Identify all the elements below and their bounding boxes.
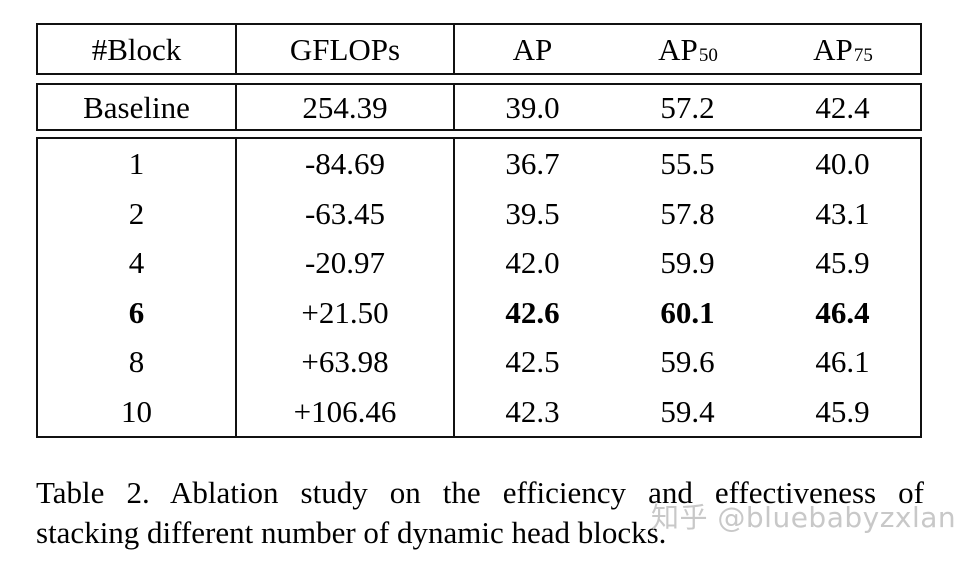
cell-block: 8: [38, 337, 237, 387]
cell-gflops: -20.97: [237, 238, 455, 288]
header-ap: AP: [512, 31, 553, 67]
cell-gflops: -63.45: [237, 188, 455, 238]
cell-ap50: 57.8: [660, 195, 715, 231]
cell-ap75: 46.1: [815, 344, 870, 380]
cell-ap: 36.7: [505, 146, 560, 182]
cell-gflops: +63.98: [237, 337, 455, 387]
header-ap75-base: AP: [813, 31, 853, 67]
cell-block: 10: [38, 386, 237, 436]
header-ap50: AP 50: [658, 31, 718, 67]
cell-block: 6: [38, 287, 237, 337]
cell-ap: 42.5: [505, 344, 560, 380]
cell-ap75: 43.1: [815, 195, 870, 231]
cell-ap: 39.5: [505, 195, 560, 231]
header-ap50-base: AP: [658, 31, 698, 67]
caption-line-2: stacking different number of dynamic hea…: [36, 515, 667, 550]
cell-ap50: 59.6: [660, 344, 715, 380]
caption-line-1: Table 2. Ablation study on the efficienc…: [36, 475, 924, 510]
header-block: #Block: [38, 25, 237, 73]
cell-gflops: +21.50: [237, 287, 455, 337]
cell-ap75: 45.9: [815, 393, 870, 429]
cell-gflops: +106.46: [237, 386, 455, 436]
table-row-baseline: Baseline 254.39 39.0 57.2 42.4: [38, 85, 920, 129]
cell-block: 1: [38, 139, 237, 189]
cell-ap75: 46.4: [815, 294, 870, 330]
table-row: 6 +21.50 42.6 60.1 46.4: [38, 287, 920, 337]
cell-ap50: 55.5: [660, 146, 715, 182]
cell-ap: 42.6: [505, 294, 560, 330]
cell-ap75: 40.0: [815, 146, 870, 182]
cell-block: 2: [38, 188, 237, 238]
header-gflops: GFLOPs: [237, 25, 455, 73]
table-header-row: #Block GFLOPs AP AP 50 AP 75: [38, 25, 920, 73]
cell-ap: 39.0: [505, 89, 560, 125]
cell-ap75: 45.9: [815, 245, 870, 281]
table-header-section: #Block GFLOPs AP AP 50 AP 75: [36, 23, 922, 75]
table-row: 8 +63.98 42.5 59.6 46.1: [38, 337, 920, 387]
table-caption: Table 2. Ablation study on the efficienc…: [36, 473, 924, 553]
cell-gflops: 254.39: [237, 85, 455, 129]
cell-ap50: 59.4: [660, 393, 715, 429]
cell-ap50: 57.2: [660, 89, 715, 125]
baseline-section: Baseline 254.39 39.0 57.2 42.4: [36, 83, 922, 131]
table-row: 4 -20.97 42.0 59.9 45.9: [38, 238, 920, 288]
cell-ap50: 60.1: [660, 294, 715, 330]
header-ap75: AP 75: [813, 31, 873, 67]
cell-ap75: 42.4: [815, 89, 870, 125]
table-row: 2 -63.45 39.5 57.8 43.1: [38, 188, 920, 238]
table-body-section: 1 -84.69 36.7 55.5 40.0 2 -63.45 39.5 57…: [36, 137, 922, 438]
cell-ap: 42.0: [505, 245, 560, 281]
cell-block: Baseline: [38, 85, 237, 129]
ablation-table: #Block GFLOPs AP AP 50 AP 75 Baseline 254.…: [36, 23, 922, 438]
cell-ap: 42.3: [505, 393, 560, 429]
cell-block: 4: [38, 238, 237, 288]
cell-gflops: -84.69: [237, 139, 455, 189]
cell-ap50: 59.9: [660, 245, 715, 281]
table-row: 1 -84.69 36.7 55.5 40.0: [38, 139, 920, 189]
table-row: 10 +106.46 42.3 59.4 45.9: [38, 386, 920, 436]
